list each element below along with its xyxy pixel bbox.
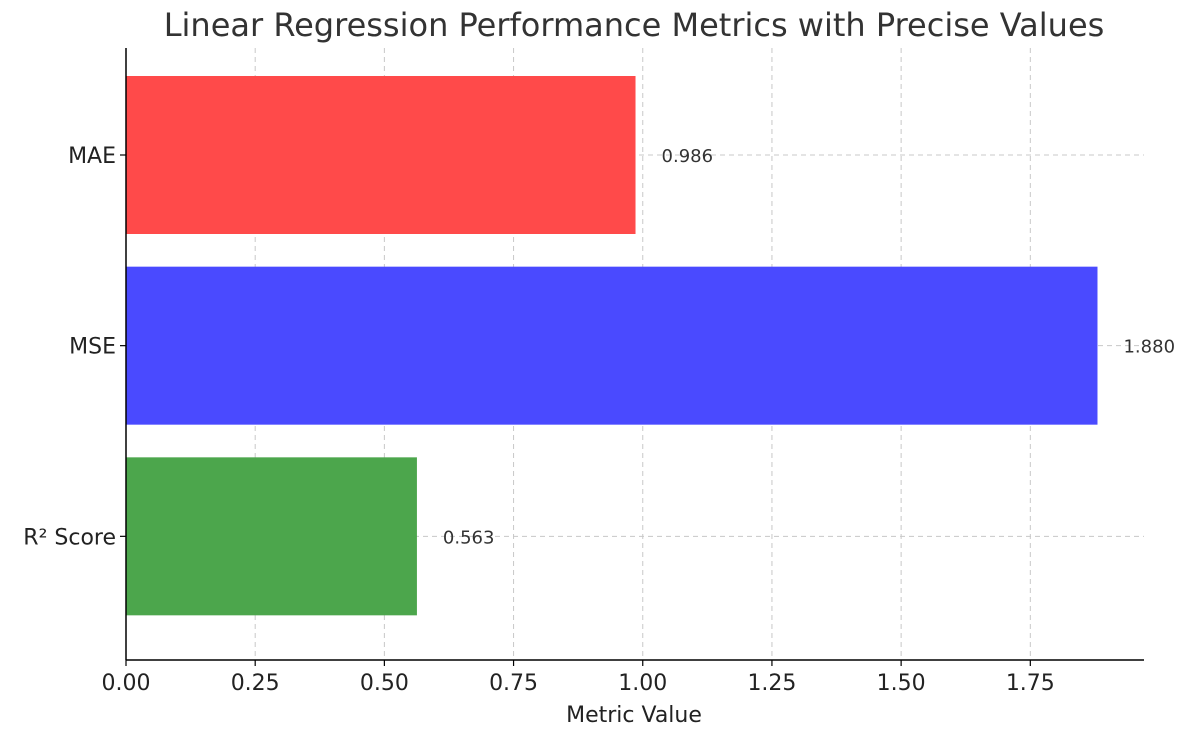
bar-value-label: 0.563 [443,527,495,548]
y-axis-ticks: MAE MSE R² Score [23,144,126,550]
bar-value-label: 1.880 [1123,337,1175,358]
bars [126,76,1098,616]
x-axis-ticks: 0.00 0.25 0.50 0.75 1.00 1.25 1.50 1.75 [102,660,1055,696]
value-labels: 0.986 1.880 0.563 [443,146,1175,548]
y-tick-label: R² Score [23,525,116,550]
bar-mae [126,76,636,234]
x-tick-label: 1.00 [618,671,667,696]
x-tick-label: 0.00 [102,671,151,696]
x-tick-label: 1.25 [747,671,796,696]
bar-mse [126,266,1098,425]
x-axis-label: Metric Value [566,703,702,728]
x-tick-label: 0.75 [489,671,538,696]
chart-title: Linear Regression Performance Metrics wi… [164,6,1105,44]
x-tick-label: 1.75 [1006,671,1055,696]
y-tick-label: MSE [69,335,116,360]
bar-r-score [126,457,417,616]
x-tick-label: 0.50 [360,671,409,696]
x-tick-label: 1.50 [877,671,926,696]
bar-value-label: 0.986 [662,146,714,167]
y-tick-label: MAE [68,144,116,169]
x-tick-label: 0.25 [231,671,280,696]
axes [125,48,1144,661]
